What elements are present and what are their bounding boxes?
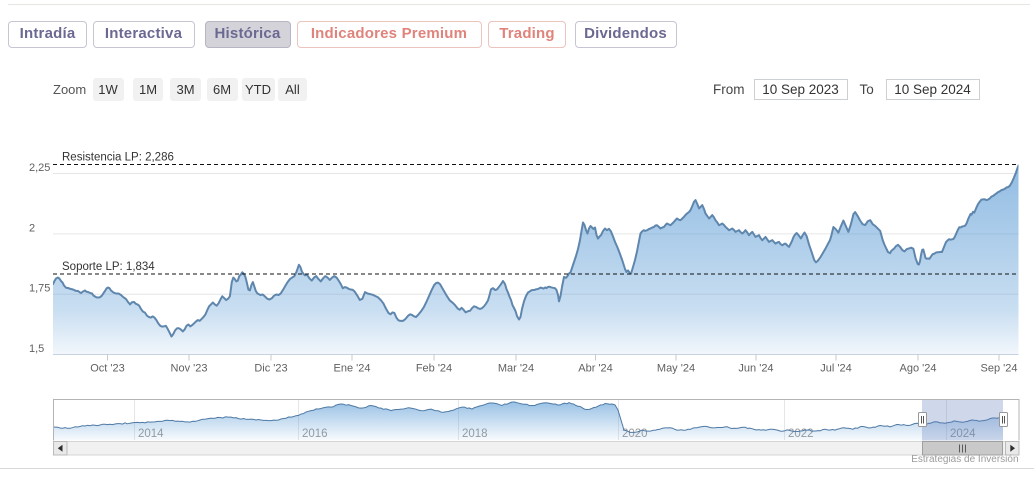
svg-text:2,25: 2,25 (29, 162, 50, 174)
svg-text:Mar '24: Mar '24 (498, 363, 534, 375)
svg-text:2: 2 (29, 222, 35, 234)
svg-text:Oct '23: Oct '23 (90, 363, 125, 375)
svg-text:Feb '24: Feb '24 (416, 363, 452, 375)
svg-text:Ago '24: Ago '24 (900, 363, 937, 375)
svg-text:Estrategias de Inversión: Estrategias de Inversión (911, 454, 1018, 465)
svg-text:Nov '23: Nov '23 (171, 363, 208, 375)
svg-text:Jul '24: Jul '24 (820, 363, 851, 375)
svg-text:Abr '24: Abr '24 (578, 363, 613, 375)
svg-text:Jun '24: Jun '24 (738, 363, 773, 375)
svg-text:Resistencia LP: 2,286: Resistencia LP: 2,286 (62, 152, 174, 164)
svg-text:May '24: May '24 (657, 363, 695, 375)
svg-text:Sep '24: Sep '24 (981, 363, 1018, 375)
svg-text:1,75: 1,75 (29, 283, 50, 295)
svg-text:Ene '24: Ene '24 (334, 363, 371, 375)
svg-text:Dic '23: Dic '23 (254, 363, 287, 375)
svg-text:Soporte LP: 1,834: Soporte LP: 1,834 (62, 261, 155, 273)
svg-text:1,5: 1,5 (29, 343, 44, 355)
